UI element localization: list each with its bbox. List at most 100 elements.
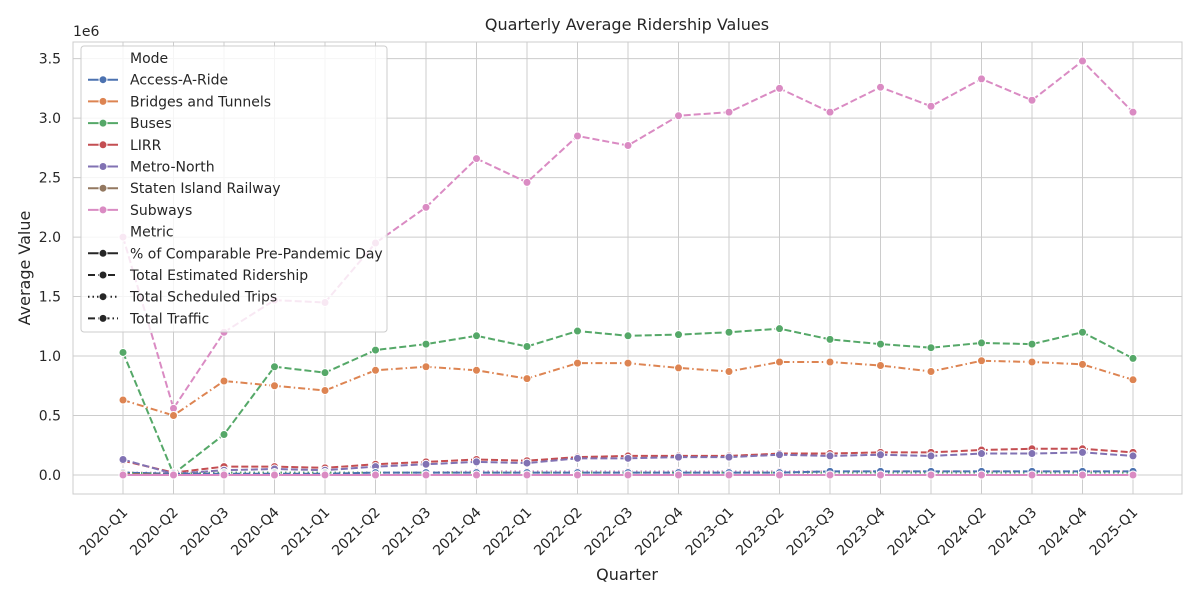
data-point bbox=[1078, 327, 1087, 337]
x-tick-label: 2024-Q2 bbox=[935, 505, 990, 560]
legend-entry: Subways bbox=[130, 203, 192, 219]
data-point bbox=[421, 470, 431, 480]
data-point bbox=[472, 470, 481, 480]
data-point bbox=[421, 459, 431, 469]
data-point bbox=[270, 470, 279, 480]
data-point bbox=[926, 101, 936, 111]
data-point bbox=[472, 154, 481, 164]
data-point bbox=[421, 202, 431, 212]
x-tick-label: 2021-Q2 bbox=[329, 505, 384, 560]
x-axis-label: Quarter bbox=[596, 565, 658, 584]
data-point bbox=[825, 357, 835, 367]
legend-entry: Total Scheduled Trips bbox=[129, 290, 277, 306]
data-point bbox=[876, 82, 885, 92]
data-point bbox=[876, 470, 885, 480]
data-point bbox=[623, 470, 633, 480]
data-point bbox=[775, 324, 784, 334]
data-point bbox=[977, 74, 986, 84]
data-point bbox=[1027, 95, 1037, 105]
data-point bbox=[522, 177, 532, 187]
x-tick-label: 2022-Q2 bbox=[531, 505, 586, 560]
data-point bbox=[1128, 353, 1138, 363]
x-tick-label: 2022-Q4 bbox=[632, 505, 687, 560]
y-tick-label: 2.5 bbox=[39, 171, 61, 187]
legend-marker bbox=[98, 75, 108, 85]
y-tick-label: 2.0 bbox=[39, 230, 61, 246]
series-line bbox=[122, 447, 1134, 474]
x-tick-label: 2023-Q4 bbox=[834, 505, 889, 560]
data-point bbox=[926, 451, 936, 461]
data-point bbox=[825, 334, 835, 344]
legend-section-title: Metric bbox=[130, 225, 174, 241]
data-point bbox=[219, 430, 229, 440]
data-point bbox=[977, 470, 986, 480]
data-point bbox=[219, 470, 229, 480]
data-point bbox=[320, 386, 330, 396]
x-tick-label: 2020-Q3 bbox=[178, 505, 233, 560]
data-point bbox=[775, 450, 784, 460]
x-tick-label: 2020-Q1 bbox=[77, 505, 132, 560]
legend-entry: % of Comparable Pre-Pandemic Day bbox=[130, 246, 383, 262]
data-point bbox=[270, 362, 279, 372]
data-point bbox=[118, 347, 128, 357]
legend-entry: Buses bbox=[130, 116, 172, 132]
x-tick-label: 2025-Q1 bbox=[1087, 505, 1142, 560]
data-point bbox=[522, 458, 532, 468]
data-point bbox=[270, 381, 279, 391]
data-point bbox=[775, 357, 784, 367]
x-tick-label: 2023-Q1 bbox=[683, 505, 738, 560]
legend: Mode Access-A-Ride Bridges and Tunnels Buse… bbox=[80, 45, 388, 333]
data-point bbox=[1128, 107, 1138, 117]
x-tick-label: 2024-Q3 bbox=[986, 505, 1041, 560]
x-tick-label: 2021-Q3 bbox=[380, 505, 435, 560]
data-point bbox=[876, 339, 885, 349]
legend-marker bbox=[98, 162, 108, 171]
legend-marker bbox=[98, 183, 108, 193]
data-point bbox=[825, 451, 835, 461]
data-point bbox=[472, 365, 481, 375]
data-point bbox=[724, 452, 734, 462]
legend-marker bbox=[98, 140, 108, 150]
legend-entry: Metro-North bbox=[130, 160, 215, 176]
data-point bbox=[371, 470, 380, 480]
data-point bbox=[573, 470, 582, 480]
legend-marker bbox=[98, 248, 108, 258]
data-point bbox=[926, 343, 936, 353]
data-point bbox=[522, 470, 532, 480]
x-tick-label: 2020-Q2 bbox=[127, 505, 182, 560]
data-point bbox=[1078, 470, 1087, 480]
x-tick-label: 2022-Q1 bbox=[481, 505, 536, 560]
data-point bbox=[1128, 470, 1138, 480]
data-point bbox=[522, 374, 532, 384]
x-tick-label: 2024-Q4 bbox=[1036, 505, 1091, 560]
data-point bbox=[825, 470, 835, 480]
legend-entry: Access-A-Ride bbox=[130, 73, 228, 89]
legend-marker bbox=[98, 96, 108, 106]
y-offset-label: 1e6 bbox=[73, 24, 100, 40]
data-point bbox=[876, 450, 885, 460]
data-point bbox=[1027, 357, 1037, 367]
y-tick-label: 3.5 bbox=[39, 52, 61, 68]
data-point bbox=[926, 366, 936, 376]
data-point bbox=[977, 449, 986, 459]
series-points bbox=[118, 56, 1138, 480]
data-point bbox=[573, 453, 582, 463]
y-tick-label: 3.0 bbox=[39, 111, 61, 127]
x-tick-labels: 2020-Q12020-Q22020-Q32020-Q42021-Q12021-… bbox=[77, 505, 1142, 560]
data-point bbox=[118, 395, 128, 405]
data-point bbox=[472, 331, 481, 341]
data-point bbox=[118, 455, 128, 465]
data-point bbox=[623, 140, 633, 150]
data-point bbox=[623, 358, 633, 368]
y-tick-label: 0.0 bbox=[39, 468, 61, 484]
data-point bbox=[674, 330, 683, 340]
data-point bbox=[371, 365, 380, 375]
legend-frame bbox=[80, 45, 388, 333]
legend-entry: Total Traffic bbox=[129, 311, 209, 327]
data-point bbox=[421, 362, 431, 372]
data-point bbox=[674, 452, 683, 462]
data-point bbox=[421, 339, 431, 349]
data-point bbox=[1078, 447, 1087, 457]
y-tick-label: 1.5 bbox=[39, 290, 61, 306]
data-point bbox=[1078, 56, 1087, 66]
